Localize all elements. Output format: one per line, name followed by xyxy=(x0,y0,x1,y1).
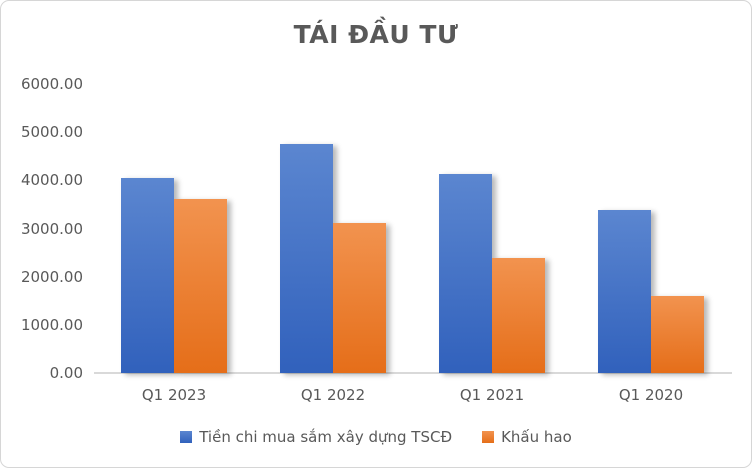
x-axis-category-label: Q1 2020 xyxy=(618,386,684,404)
x-axis-category-label: Q1 2021 xyxy=(459,386,525,404)
legend: Tiền chi mua sắm xây dựng TSCĐ Khấu hao xyxy=(1,428,751,446)
legend-swatch-icon xyxy=(180,431,193,443)
y-axis-tick-label: 1000.00 xyxy=(20,316,83,334)
bar-khau-hao-q1-2020 xyxy=(651,296,704,373)
bar-khau-hao-q1-2021 xyxy=(492,258,545,373)
x-axis-category-label: Q1 2022 xyxy=(300,386,366,404)
bar-tien-chi-mua-sam-xay-dung-tscd-q1-2021 xyxy=(439,174,492,373)
legend-label: Khấu hao xyxy=(501,428,572,446)
bar-khau-hao-q1-2023 xyxy=(174,199,227,373)
y-axis-tick-label: 4000.00 xyxy=(20,171,83,189)
bar-khau-hao-q1-2022 xyxy=(333,223,386,373)
y-axis-tick-label: 3000.00 xyxy=(20,220,83,238)
legend-label: Tiền chi mua sắm xây dựng TSCĐ xyxy=(199,428,453,446)
y-axis-tick-label: 5000.00 xyxy=(20,123,83,141)
bar-tien-chi-mua-sam-xay-dung-tscd-q1-2022 xyxy=(280,144,333,373)
y-axis-tick-label: 6000.00 xyxy=(20,75,83,93)
y-axis-tick-label: 0.00 xyxy=(49,364,83,382)
legend-swatch-icon xyxy=(482,431,495,443)
chart-title: TÁI ĐẦU TƯ xyxy=(293,20,459,49)
x-axis-line xyxy=(94,372,732,374)
legend-item-khau-hao: Khấu hao xyxy=(482,428,572,446)
bar-tien-chi-mua-sam-xay-dung-tscd-q1-2020 xyxy=(598,210,651,373)
x-axis-category-label: Q1 2023 xyxy=(141,386,207,404)
bar-tien-chi-mua-sam-xay-dung-tscd-q1-2023 xyxy=(121,178,174,373)
y-axis-tick-label: 2000.00 xyxy=(20,268,83,286)
legend-item-tien-chi-mua-sam-xay-dung-tscd: Tiền chi mua sắm xây dựng TSCĐ xyxy=(180,428,452,446)
